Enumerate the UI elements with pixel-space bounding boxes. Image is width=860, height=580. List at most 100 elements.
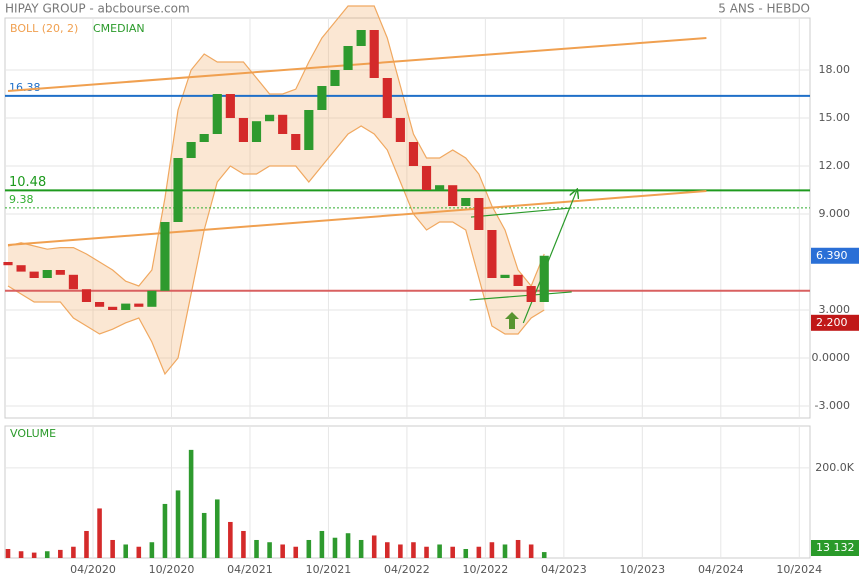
candle	[369, 30, 379, 78]
price-tag	[811, 540, 859, 556]
volume-bar	[97, 508, 102, 558]
candle	[435, 185, 445, 190]
candle	[225, 94, 235, 118]
volume-bar	[214, 499, 220, 558]
volume-bar	[502, 544, 508, 558]
x-tick-label: 04/2023	[541, 563, 587, 576]
y-tick-label: 200.0K	[815, 461, 854, 474]
level-label: 10.48	[9, 175, 46, 190]
volume-bar	[398, 544, 403, 558]
volume-bar	[228, 521, 233, 558]
y-tick-label: 0.0000	[812, 351, 851, 364]
candle	[408, 142, 419, 166]
x-tick-label: 10/2020	[149, 563, 195, 576]
chart-title: HIPAY GROUP - abcbourse.com	[5, 2, 190, 16]
candle	[356, 30, 366, 46]
volume-bar	[437, 544, 442, 558]
volume-bar	[371, 535, 377, 558]
candle	[134, 303, 144, 307]
volume-bar	[123, 544, 129, 558]
volume-bar	[58, 549, 63, 558]
volume-bar	[450, 546, 455, 558]
volume-bar	[293, 546, 299, 558]
y-tick-label: 12.00	[819, 159, 851, 172]
volume-bar	[188, 449, 194, 558]
x-tick-label: 10/2022	[463, 563, 509, 576]
candle	[474, 198, 484, 230]
x-tick-label: 04/2021	[227, 563, 273, 576]
level-label: 16.38	[9, 81, 41, 94]
price-tag-label: 13 132	[816, 541, 855, 554]
volume-bar	[385, 542, 390, 558]
candle	[487, 230, 497, 278]
trend-line	[470, 207, 572, 218]
volume-bar	[319, 530, 325, 558]
trend-line	[469, 291, 572, 301]
candle	[147, 290, 157, 307]
volume-bar	[201, 512, 207, 558]
candle	[330, 70, 340, 86]
candle	[421, 166, 432, 190]
x-tick-label: 10/2024	[776, 563, 822, 576]
volume-bar	[162, 503, 168, 558]
price-tag	[811, 247, 859, 264]
price-tag-label: 6.390	[816, 249, 848, 262]
volume-bar	[411, 542, 416, 558]
volume-bar	[463, 548, 469, 558]
price-panel	[4, 17, 811, 419]
volume-bar	[175, 490, 181, 558]
volume-panel	[4, 425, 811, 559]
volume-bar	[541, 552, 547, 558]
candle	[212, 94, 222, 134]
indicator-label: BOLL (20, 2)	[10, 22, 78, 35]
volume-bar	[44, 551, 50, 558]
volume-bar	[332, 537, 338, 558]
candle	[461, 198, 471, 206]
candle	[173, 158, 183, 222]
y-tick-label: -3.000	[815, 399, 850, 412]
trend-line	[7, 189, 707, 247]
volume-bar	[489, 542, 495, 558]
y-tick-label: 9.000	[819, 207, 851, 220]
candle	[3, 262, 13, 266]
x-tick-label: 04/2024	[698, 563, 744, 576]
indicator-label: CMEDIAN	[93, 22, 145, 35]
volume-bar	[267, 542, 272, 558]
x-tick-label: 04/2020	[70, 563, 116, 576]
volume-bar	[84, 530, 89, 558]
candle	[121, 303, 131, 310]
candle	[42, 270, 52, 278]
candle	[238, 118, 249, 142]
volume-bar	[110, 539, 115, 558]
x-tick-label: 04/2022	[384, 563, 430, 576]
candle	[278, 114, 288, 134]
x-tick-label: 10/2021	[306, 563, 352, 576]
chart-subtitle: 5 ANS - HEBDO	[718, 2, 810, 16]
volume-bar	[424, 546, 429, 558]
y-tick-label: 3.000	[819, 303, 851, 316]
candle	[304, 110, 314, 150]
candle	[108, 306, 118, 310]
candle	[500, 274, 510, 278]
volume-bar	[358, 539, 364, 558]
level-label: 9.38	[9, 193, 34, 206]
candle	[539, 255, 549, 302]
volume-bar	[254, 539, 259, 558]
candle	[199, 134, 209, 142]
candle	[160, 222, 170, 291]
bollinger-band	[7, 125, 545, 376]
signal-arrow	[505, 312, 519, 329]
volume-title: VOLUME	[10, 427, 56, 440]
candle	[81, 289, 92, 302]
volume-bar	[515, 539, 521, 558]
candle	[251, 121, 262, 142]
volume-bar	[71, 546, 76, 558]
candle	[395, 118, 405, 142]
candle	[382, 78, 392, 118]
candle	[317, 86, 327, 110]
candle	[94, 302, 105, 307]
candle	[526, 286, 536, 302]
volume-bar	[306, 539, 312, 558]
